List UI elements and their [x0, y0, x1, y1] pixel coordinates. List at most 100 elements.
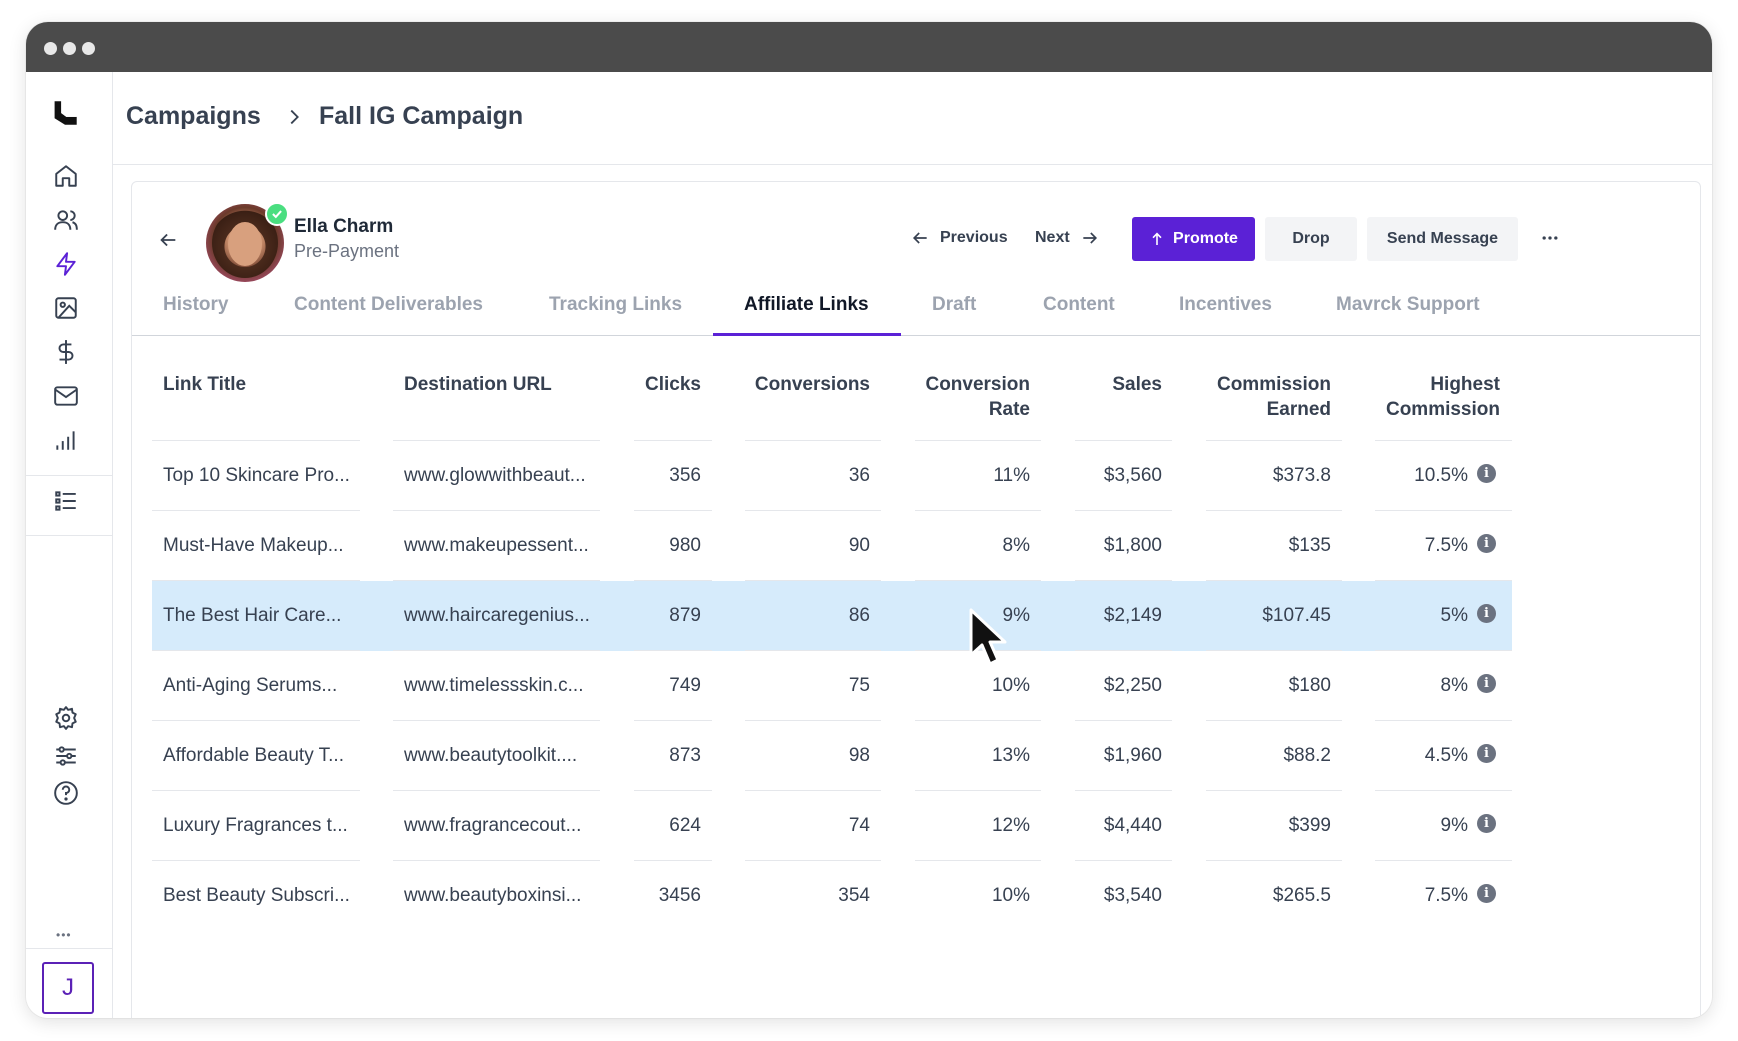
- brand-logo[interactable]: [46, 94, 84, 132]
- table-row[interactable]: Must-Have Makeup... www.makeupessent... 98…: [152, 511, 1512, 581]
- header-commission-earned[interactable]: Commission Earned: [1191, 372, 1331, 422]
- cell-conversions: 98: [848, 745, 870, 766]
- row-divider: [1375, 440, 1512, 441]
- cell-conversions: 354: [838, 885, 870, 906]
- info-icon[interactable]: i: [1477, 744, 1496, 763]
- cell-link-title: Affordable Beauty T...: [163, 745, 344, 766]
- table-row[interactable]: Luxury Fragrances t... www.fragrancecout.…: [152, 791, 1512, 861]
- cell-highest-commission: 7.5%: [1424, 535, 1468, 556]
- info-icon[interactable]: i: [1477, 674, 1496, 693]
- header-link-title[interactable]: Link Title: [163, 374, 247, 395]
- tab-history[interactable]: History: [163, 294, 229, 315]
- creator-card: Ella Charm Pre-Payment Previous Next Pro…: [131, 181, 1701, 1018]
- cell-link-title: Anti-Aging Serums...: [163, 675, 338, 696]
- home-icon: [55, 165, 77, 187]
- header-conversions[interactable]: Conversions: [754, 374, 870, 395]
- breadcrumb-current: Fall IG Campaign: [319, 102, 524, 130]
- table-row[interactable]: The Best Hair Care... www.haircaregenius.…: [152, 581, 1512, 651]
- table-row[interactable]: Anti-Aging Serums... www.timelessskin.c..…: [152, 651, 1512, 721]
- row-divider: [745, 720, 881, 721]
- row-divider: [1075, 860, 1172, 861]
- row-divider: [634, 510, 712, 511]
- nav-lists[interactable]: [52, 487, 80, 515]
- tab-content-deliverables[interactable]: Content Deliverables: [294, 294, 483, 315]
- tab-draft[interactable]: Draft: [932, 294, 977, 315]
- info-icon[interactable]: i: [1477, 604, 1496, 623]
- more-options-button[interactable]: [1536, 224, 1564, 252]
- header-highest-commission[interactable]: Highest Commission: [1360, 372, 1500, 422]
- cell-commission-earned: $180: [1288, 675, 1331, 696]
- arrow-left-icon: [912, 232, 927, 244]
- nav-reports[interactable]: [52, 426, 80, 454]
- gear-icon: [55, 706, 77, 730]
- cell-commission-earned: $107.45: [1262, 605, 1331, 626]
- info-icon[interactable]: i: [1477, 884, 1496, 903]
- cell-conversion-rate: 10%: [991, 675, 1030, 696]
- cell-destination-url: www.makeupessent...: [404, 535, 589, 556]
- tab-incentives[interactable]: Incentives: [1179, 294, 1272, 315]
- cell-highest-commission: 7.5%: [1424, 885, 1468, 906]
- header-conversion-rate[interactable]: Conversion Rate: [890, 372, 1030, 422]
- cell-link-title: Best Beauty Subscri...: [163, 885, 350, 906]
- promote-button[interactable]: Promote: [1132, 217, 1255, 261]
- header-conversion-rate-line1: Conversion: [925, 374, 1030, 395]
- window-dot[interactable]: [82, 42, 95, 55]
- row-divider: [152, 720, 360, 721]
- more-dots-icon[interactable]: •••: [56, 928, 72, 942]
- info-icon[interactable]: i: [1477, 464, 1496, 483]
- breadcrumb-campaigns[interactable]: Campaigns: [126, 102, 261, 130]
- row-divider: [393, 440, 600, 441]
- cell-destination-url: www.timelessskin.c...: [404, 675, 584, 696]
- tab-content[interactable]: Content: [1043, 294, 1115, 315]
- nav-messages[interactable]: [52, 382, 80, 410]
- window-dot[interactable]: [44, 42, 57, 55]
- nav-help[interactable]: [52, 779, 80, 807]
- user-avatar[interactable]: J: [42, 962, 94, 1014]
- nav-home[interactable]: [52, 162, 80, 190]
- next-button[interactable]: Next: [1035, 228, 1100, 248]
- header-destination-url[interactable]: Destination URL: [404, 374, 552, 395]
- cell-sales: $1,800: [1103, 535, 1162, 556]
- drop-button[interactable]: Drop: [1265, 217, 1357, 261]
- row-divider: [1206, 720, 1342, 721]
- table-row[interactable]: Top 10 Skincare Pro... www.glowwithbeaut.…: [152, 441, 1512, 511]
- row-divider: [745, 580, 881, 581]
- cell-clicks: 3456: [658, 885, 701, 906]
- row-divider: [1375, 790, 1512, 791]
- nav-content[interactable]: [52, 294, 80, 322]
- nav-users[interactable]: [52, 206, 80, 234]
- cell-destination-url: www.haircaregenius...: [404, 605, 590, 626]
- row-divider: [1206, 510, 1342, 511]
- back-arrow-icon[interactable]: [157, 229, 179, 251]
- table-row[interactable]: Best Beauty Subscri... www.beautyboxinsi.…: [152, 861, 1512, 931]
- cell-sales: $3,560: [1103, 465, 1162, 486]
- row-divider: [1375, 860, 1512, 861]
- tab-tracking-links[interactable]: Tracking Links: [549, 294, 683, 315]
- cell-conversions: 90: [848, 535, 870, 556]
- previous-button[interactable]: Previous: [910, 228, 1008, 248]
- send-message-button[interactable]: Send Message: [1367, 217, 1518, 261]
- nav-campaigns[interactable]: [52, 250, 80, 278]
- header-clicks[interactable]: Clicks: [645, 374, 701, 395]
- cell-sales: $2,250: [1103, 675, 1162, 696]
- cell-destination-url: www.fragrancecout...: [404, 815, 582, 836]
- row-divider: [1206, 860, 1342, 861]
- tab-mavrck-support[interactable]: Mavrck Support: [1336, 294, 1480, 315]
- nav-preferences[interactable]: [52, 742, 80, 770]
- window-dot[interactable]: [63, 42, 76, 55]
- row-divider: [1075, 580, 1172, 581]
- tab-affiliate-links[interactable]: Affiliate Links: [744, 294, 869, 315]
- row-divider: [915, 510, 1041, 511]
- header-commission-line1: Commission: [1216, 374, 1331, 395]
- table-row[interactable]: Affordable Beauty T... www.beautytoolkit.…: [152, 721, 1512, 791]
- info-icon[interactable]: i: [1477, 534, 1496, 553]
- nav-settings[interactable]: [52, 704, 80, 732]
- cell-conversions: 74: [848, 815, 870, 836]
- info-icon[interactable]: i: [1477, 814, 1496, 833]
- row-divider: [1075, 510, 1172, 511]
- row-divider: [152, 510, 360, 511]
- row-divider: [152, 440, 360, 441]
- cell-link-title: Luxury Fragrances t...: [163, 815, 348, 836]
- nav-payments[interactable]: [52, 338, 80, 366]
- header-sales[interactable]: Sales: [1112, 374, 1162, 395]
